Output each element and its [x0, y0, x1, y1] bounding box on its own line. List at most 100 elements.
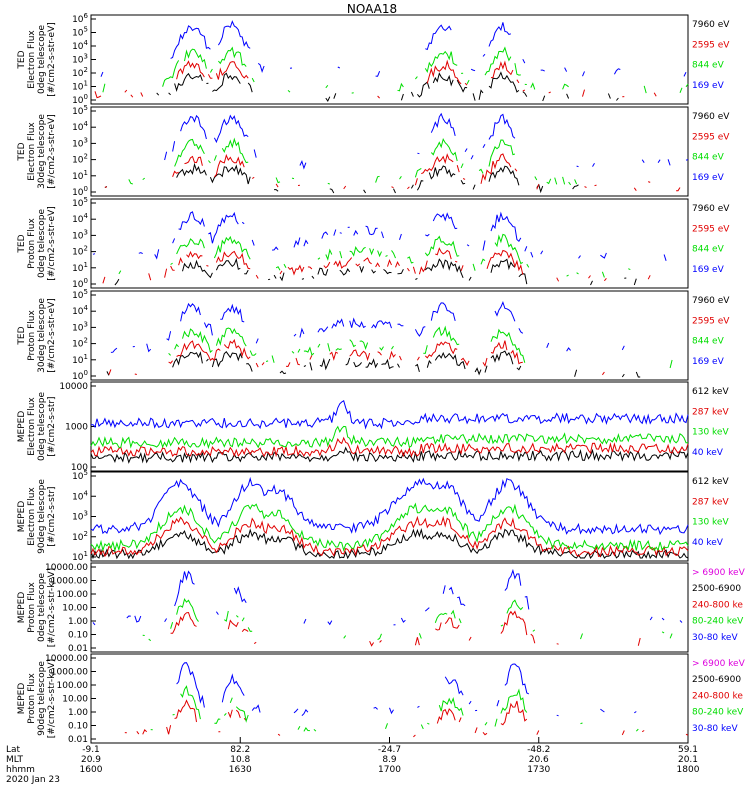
y-tick-label: 104 — [72, 304, 88, 317]
panel-2: 100 101 102 103 104 105 TEDElectron Flux30deg … — [17, 104, 730, 198]
legend-entry: 169 eV — [692, 357, 725, 367]
y-tick-label: 102 — [72, 530, 88, 543]
x-tick-label: -24.7 — [378, 745, 401, 755]
series-trace-0 — [90, 400, 689, 430]
legend-entry: 612 keV — [692, 387, 729, 397]
y-tick-label: 1000.00 — [51, 668, 88, 678]
y-tick-label: 105 — [72, 469, 88, 482]
x-tick-label: 1730 — [527, 765, 550, 775]
x-tick-label: 1600 — [80, 765, 103, 775]
x-tick-label: 20.9 — [81, 755, 101, 765]
legend-entry: 40 keV — [692, 538, 724, 548]
legend-entry: 7960 eV — [692, 204, 730, 214]
panel-3: 100 101 102 103 104 105 TEDProton Flux0deg tel… — [17, 196, 730, 290]
y-tick-label: 103 — [72, 510, 88, 523]
y-axis-label: TEDProton Flux0deg telescope[#/cm2-s-str… — [17, 206, 57, 281]
y-axis-label: TEDElectron Flux30deg telescope[#/cm2-s-… — [17, 114, 57, 189]
y-tick-label: 1000.00 — [51, 577, 88, 587]
y-tick-label: 104 — [72, 39, 88, 52]
series-trace-2 — [90, 436, 689, 458]
y-tick-label: 104 — [72, 212, 88, 225]
y-tick-label: 103 — [72, 53, 88, 66]
y-tick-label: 101 — [72, 261, 88, 274]
x-tick-label: 1630 — [229, 765, 252, 775]
y-tick-label: 105 — [72, 104, 88, 117]
y-axis-label: MEPEDElectron Flux90deg telescope[#/cm2-… — [17, 479, 57, 554]
legend-entry: 130 keV — [692, 518, 729, 528]
legend-entry: 844 eV — [692, 153, 725, 163]
legend-entry: 612 keV — [692, 477, 729, 487]
legend-entry: 287 keV — [692, 407, 729, 417]
panel-frame — [90, 106, 689, 197]
y-tick-label: 100 — [72, 185, 88, 198]
date-label: 2020 Jan 23 — [6, 775, 60, 785]
y-tick-label: 101 — [72, 80, 88, 93]
legend-entry: 169 eV — [692, 81, 725, 91]
series-trace-2 — [90, 515, 689, 558]
series-trace-0 — [92, 568, 683, 626]
legend-entry: 2500-6900 — [692, 675, 741, 685]
y-tick-label: 10000.00 — [45, 563, 88, 573]
y-tick-label: 103 — [72, 320, 88, 333]
y-tick-label: 100.00 — [57, 590, 89, 600]
x-tick-label: -9.1 — [82, 745, 100, 755]
y-tick-label: 102 — [72, 337, 88, 350]
series-trace-1 — [90, 425, 688, 450]
x-tick-label: -48.2 — [527, 745, 550, 755]
x-tick-label: 20.1 — [678, 755, 698, 765]
legend-entry: 2500-6900 — [692, 584, 741, 594]
series-trace-0 — [100, 20, 687, 77]
y-tick-label: 101 — [72, 169, 88, 182]
legend-entry: 2595 eV — [692, 316, 730, 326]
x-tick-label: 82.2 — [230, 745, 250, 755]
series-trace-0 — [164, 112, 689, 170]
panel-frame — [90, 198, 689, 289]
y-tick-label: 100 — [72, 369, 88, 382]
legend-entry: 80-240 keV — [692, 617, 744, 627]
legend-entry: 7960 eV — [692, 20, 730, 30]
x-row-label: MLT — [6, 755, 24, 765]
panel-4: 100 101 102 103 104 105 TEDProton Flux30deg te… — [17, 288, 730, 382]
legend-entry: 2595 eV — [692, 132, 730, 142]
y-tick-label: 100 — [72, 277, 88, 290]
x-tick-label: 1800 — [677, 765, 700, 775]
legend-entry: 130 keV — [692, 428, 729, 438]
y-tick-label: 103 — [72, 136, 88, 149]
y-tick-label: 10000 — [59, 382, 88, 392]
x-tick-label: 10.8 — [230, 755, 250, 765]
panel-7: 0.01 0.10 1.00 10.00 100.00 1000.00 10000.00ME… — [17, 562, 746, 654]
panel-6: 101 102 103 104 105 MEPEDElectron Flux90deg t… — [17, 469, 729, 563]
y-tick-label: 106 — [72, 12, 88, 25]
y-tick-label: 0.01 — [68, 735, 88, 745]
legend-entry: 30-80 keV — [692, 724, 738, 734]
series-trace-1 — [90, 502, 689, 553]
legend-entry: 169 eV — [692, 265, 725, 275]
series-trace-0 — [90, 476, 689, 536]
series-trace-1 — [102, 46, 689, 94]
legend-entry: > 6900 keV — [692, 659, 746, 669]
x-tick-label: 1700 — [378, 765, 401, 775]
y-tick-label: 1.00 — [68, 708, 88, 718]
y-tick-label: 10000.00 — [45, 654, 88, 664]
legend-entry: 80-240 keV — [692, 708, 744, 718]
x-row-label: Lat — [6, 745, 21, 755]
y-tick-label: 0.10 — [68, 631, 88, 641]
x-tick-label: 59.1 — [678, 745, 698, 755]
y-axis-label: TEDElectron Flux0deg telescope[#/cm2-s-s… — [17, 22, 57, 97]
y-tick-label: 1.00 — [68, 617, 88, 627]
legend-entry: 2595 eV — [692, 40, 730, 50]
legend-entry: > 6900 keV — [692, 568, 746, 578]
y-tick-label: 10.00 — [62, 695, 88, 705]
legend-entry: 7960 eV — [692, 112, 730, 122]
y-axis-label: MEPEDProton Flux0deg telescope[#/cm2-s-s… — [17, 568, 57, 647]
legend-entry: 287 keV — [692, 497, 729, 507]
legend-entry: 844 eV — [692, 337, 725, 347]
y-tick-label: 102 — [72, 66, 88, 79]
legend-entry: 240-800 ke — [692, 691, 743, 701]
y-tick-label: 100 — [71, 463, 88, 473]
series-trace-2 — [104, 153, 681, 192]
legend-entry: 30-80 keV — [692, 633, 738, 643]
